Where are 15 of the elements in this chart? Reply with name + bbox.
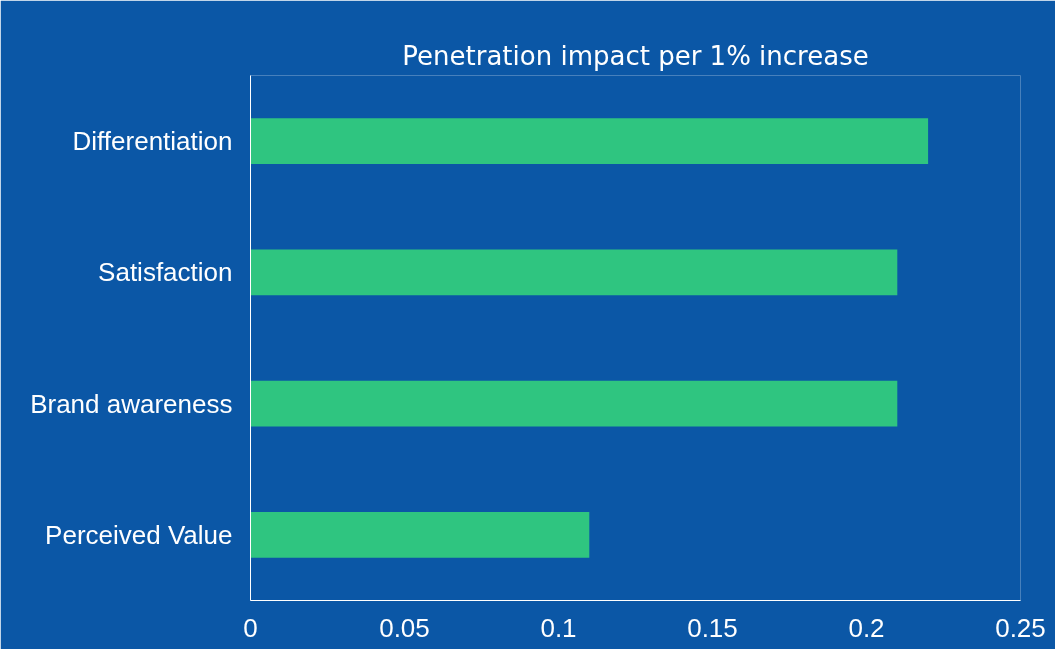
y-tick-label: Differentiation <box>72 126 233 157</box>
x-tick-label: 0 <box>243 612 258 643</box>
y-tick-label: Brand awareness <box>30 388 233 419</box>
y-tick-label: Satisfaction <box>98 257 233 288</box>
x-tick-label: 0.15 <box>687 612 738 643</box>
bar <box>250 118 929 165</box>
x-tick-label: 0.25 <box>995 612 1046 643</box>
x-tick-label: 0.1 <box>540 612 577 643</box>
bar <box>250 249 898 296</box>
bar <box>250 380 898 427</box>
x-tick-label: 0.05 <box>379 612 430 643</box>
chart-title: Penetration impact per 1% increase <box>402 40 869 71</box>
y-tick-label: Perceived Value <box>45 519 233 550</box>
bar <box>250 511 590 558</box>
x-tick-label: 0.2 <box>848 612 885 643</box>
